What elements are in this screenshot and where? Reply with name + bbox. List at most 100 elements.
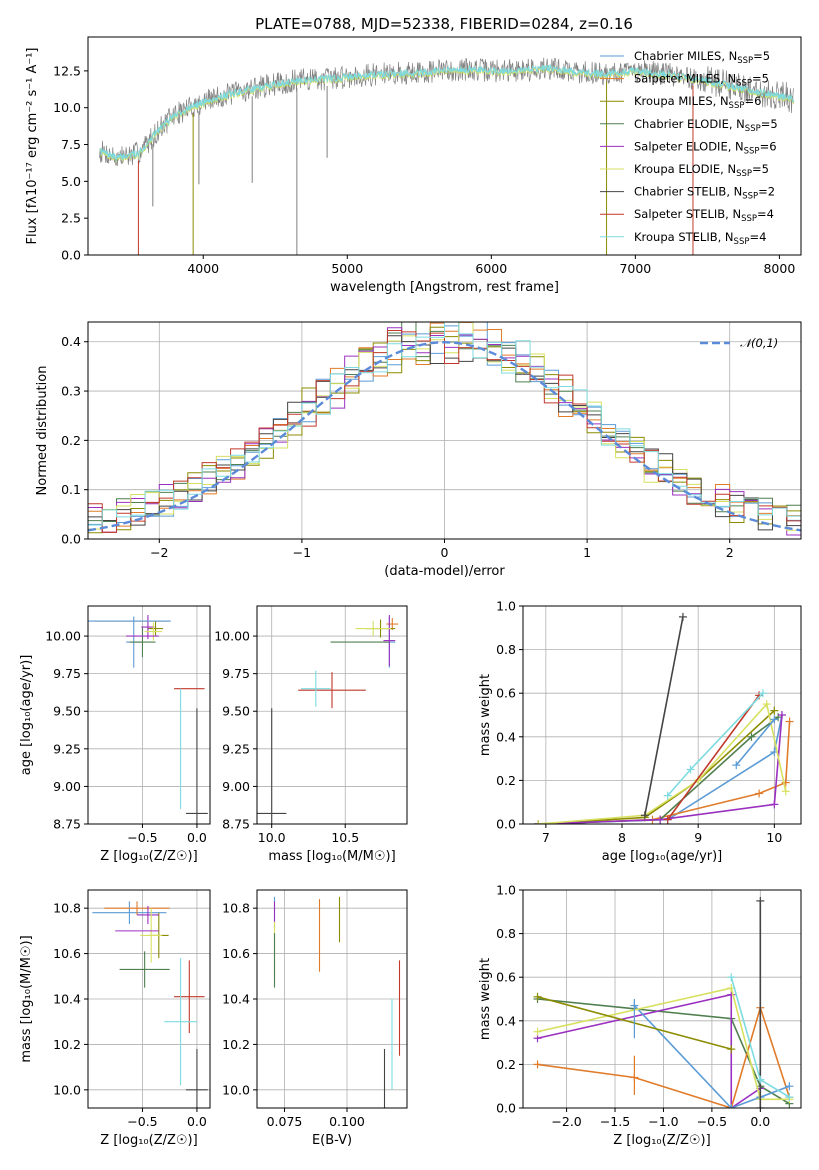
x-tick-label: 6000 [475,261,507,276]
axes-frame [256,605,408,825]
x-tick-label: 10.5 [331,830,359,845]
legend-label: Kroupa ELODIE, NSSP=5 [634,162,769,179]
y-tick-label: 9.25 [222,741,250,756]
model-spectrum-cyan [99,64,795,162]
y-tick-label: 0.2 [496,773,516,788]
x-tick-label: −1 [293,545,311,560]
legend-subscript: SSP [736,169,752,179]
x-axis-label: Z [log₁₀(Z/Z☉)] [100,1133,197,1148]
y-tick-label: 0.0 [61,248,81,263]
x-axis-label: E(B-V) [312,1133,352,1148]
x-tick-label: 4000 [187,261,219,276]
y-tick-label: 10.0 [53,1082,81,1097]
legend-subscript: SSP [744,146,760,156]
legend-subscript: SSP [742,192,758,202]
y-axis-label: Flux [fλ10⁻¹⁷ erg cm⁻² s⁻¹ A⁻¹] [25,48,40,245]
axes-frame [522,605,802,825]
x-tick-label: −2 [150,545,168,560]
x-tick-label: 0.100 [329,1114,365,1129]
y-tick-label: 0.6 [496,970,516,985]
series-line-6 [644,616,684,816]
x-tick-label: −1.0 [648,1114,678,1129]
normal-curve [88,341,801,532]
x-tick-label: 8 [618,830,626,845]
x-tick-label: 0.0 [187,1114,207,1129]
y-tick-label: 0.0 [496,1101,516,1116]
legend-subscript: SSP [741,214,757,224]
legend-label: 𝒩(0,1) [740,336,778,350]
legend-subscript: SSP [734,237,750,247]
y-tick-label: 10.00 [45,629,81,644]
x-axis-label: age [log₁₀(age/yr)] [602,849,723,864]
x-axis-label: mass [log₁₀(M/M☉)] [268,849,395,864]
y-tick-label: 8.75 [222,817,250,832]
figure-title: PLATE=0788, MJD=52338, FIBERID=0284, z=0… [255,15,633,33]
y-tick-label: 0.8 [496,926,516,941]
y-tick-label: 8.75 [53,817,81,832]
y-tick-label: 10.4 [222,992,250,1007]
x-axis-label: Z [log₁₀(Z/Z☉)] [100,849,197,864]
y-tick-label: 7.5 [61,137,81,152]
legend-label: Chabrier MILES, NSSP=5 [634,49,770,66]
y-axis-label: age [log₁₀(age/yr)] [19,655,34,776]
x-tick-label: 0.0 [750,1114,770,1129]
legend-label: Chabrier ELODIE, NSSP=5 [634,117,778,134]
series-line-2 [537,1004,791,1108]
y-tick-label: 9.00 [53,779,81,794]
legend-subscript: SSP [745,124,761,134]
x-tick-label: 7000 [619,261,651,276]
legend-count: =4 [757,207,774,221]
y-tick-label: 0.1 [61,482,81,497]
y-tick-label: 0.0 [496,817,516,832]
y-axis-label: Normed distribution [35,366,50,496]
series-line-1 [537,993,761,1108]
spectrum-legend: Chabrier MILES, NSSP=5 Salpeter MILES, NS… [600,49,778,247]
y-tick-label: 1.0 [496,599,516,614]
plot-area [257,890,407,1108]
panel-spectrum: 4000 5000 6000 7000 8000 0.0 2.5 5.0 7.5 10.0 12.5… [25,36,802,295]
y-tick-label: 2.5 [61,211,81,226]
legend-subscript: SSP [729,101,745,111]
x-tick-label: 0.075 [267,1114,303,1129]
panel-massweight-vs-z: −2.0 −1.5 −1.0 −0.5 0.0 0.0 0.2 0.4 0.6 0.8 1.0 Z [… [478,883,802,1148]
x-tick-label: 0.0 [187,830,207,845]
y-axis-label: mass [log₁₀(M/M☉)] [19,935,34,1062]
legend-count: =4 [749,230,766,244]
y-tick-label: 10.4 [53,992,81,1007]
x-tick-label: 9 [694,830,702,845]
plot-area [523,890,801,1108]
legend-label: Chabrier STELIB, NSSP=2 [634,185,775,202]
legend-count: =5 [753,49,770,63]
y-tick-label: 5.0 [61,174,81,189]
y-tick-label: 10.2 [53,1037,81,1052]
x-tick-label: 0 [441,545,449,560]
y-tick-label: 1.0 [496,883,516,898]
legend-count: =6 [760,139,777,153]
x-tick-label: 8000 [763,261,795,276]
y-tick-label: 0.4 [61,334,81,349]
legend-count: =2 [758,185,775,199]
y-tick-label: 9.50 [53,704,81,719]
y-tick-label: 0.0 [61,532,81,547]
y-tick-label: 0.4 [496,1013,516,1028]
panel-mass-vs-ebv: 0.075 0.100 10.0 10.2 10.4 10.6 10.8 E(B-V) [222,889,408,1148]
x-axis-label: wavelength [Angstrom, rest frame] [330,280,559,295]
series-line-2 [538,710,775,824]
y-tick-label: 9.50 [222,704,250,719]
x-axis-label: Z [log₁₀(Z/Z☉)] [613,1133,710,1148]
x-tick-label: −0.5 [127,1114,157,1129]
x-tick-label: −0.5 [697,1114,727,1129]
legend-count: =6 [744,94,761,108]
plot-area [88,322,801,539]
y-tick-label: 0.8 [496,642,516,657]
series-line-9 [735,718,775,766]
x-tick-label: 10.0 [258,830,286,845]
legend-label: Kroupa STELIB, NSSP=4 [634,230,766,247]
panel-massweight-vs-age: 7 8 9 10 0.0 0.2 0.4 0.6 0.8 1.0 age [log₁₀(age/yr… [478,599,802,864]
x-tick-label: 10 [766,830,782,845]
y-tick-label: 10.6 [222,946,250,961]
plot-area [523,606,801,824]
y-tick-label: 10.00 [214,629,250,644]
x-tick-label: 2 [726,545,734,560]
